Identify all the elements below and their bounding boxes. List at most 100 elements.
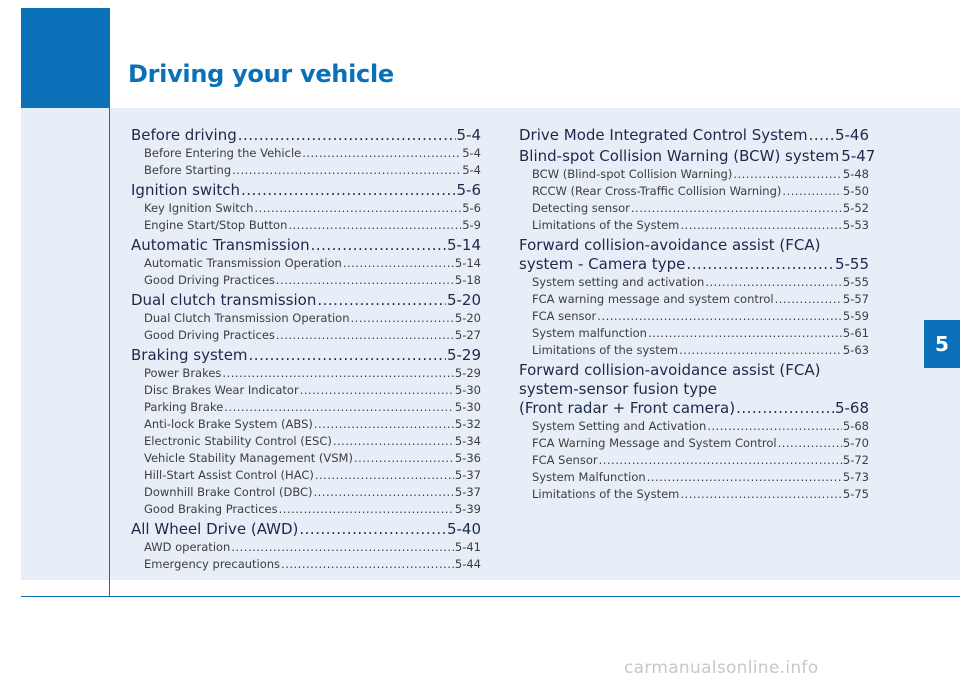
toc-item[interactable]: Before Starting 5-4 — [131, 162, 481, 179]
toc-section-title-label: (Front radar + Front camera) — [519, 399, 736, 417]
toc-section-title-page: 5-47 — [841, 147, 876, 165]
toc-item-page: 5-44 — [454, 557, 481, 571]
dot-leader — [597, 308, 842, 325]
toc-section-title-label: Automatic Transmission — [131, 236, 310, 254]
toc-item-page: 5-18 — [454, 273, 481, 287]
toc-item[interactable]: System malfunction 5-61 — [519, 325, 869, 342]
toc-item[interactable]: Key Ignition Switch 5-6 — [131, 200, 481, 217]
toc-item-page: 5-37 — [454, 485, 481, 499]
dot-leader — [281, 556, 454, 573]
dot-leader — [238, 126, 456, 145]
dot-leader — [680, 217, 842, 234]
toc-item[interactable]: Good Driving Practices 5-18 — [131, 272, 481, 289]
toc-section-title[interactable]: Blind-spot Collision Warning (BCW) syste… — [519, 147, 875, 166]
toc-item[interactable]: Limitations of the System 5-53 — [519, 217, 869, 234]
toc-item[interactable]: Hill-Start Assist Control (HAC) 5-37 — [131, 467, 481, 484]
toc-item[interactable]: Downhill Brake Control (DBC) 5-37 — [131, 484, 481, 501]
toc-section-title[interactable]: Ignition switch 5-6 — [131, 181, 481, 200]
toc-section-title-line[interactable]: system-sensor fusion type — [519, 380, 717, 398]
toc-item-page: 5-9 — [462, 218, 481, 232]
toc-item[interactable]: Disc Brakes Wear Indicator 5-30 — [131, 382, 481, 399]
toc-item[interactable]: RCCW (Rear Cross-Traffic Collision Warni… — [519, 183, 869, 200]
toc-section-title[interactable]: Before driving 5-4 — [131, 126, 481, 145]
toc-item-page: 5-50 — [842, 184, 869, 198]
toc-item[interactable]: Detecting sensor 5-52 — [519, 200, 869, 217]
toc-item[interactable]: Power Brakes 5-29 — [131, 365, 481, 382]
dot-leader — [249, 346, 446, 365]
toc-section-title-page: 5-46 — [834, 126, 869, 144]
toc-section: Automatic Transmission 5-14 — [131, 236, 481, 255]
toc-item[interactable]: Before Entering the Vehicle 5-4 — [131, 145, 481, 162]
toc-item[interactable]: System setting and activation 5-55 — [519, 274, 869, 291]
dot-leader — [809, 126, 834, 145]
toc-item[interactable]: Automatic Transmission Operation 5-14 — [131, 255, 481, 272]
toc-item-page: 5-29 — [454, 366, 481, 380]
toc-item-label: Before Starting — [144, 163, 232, 177]
toc-section-title[interactable]: (Front radar + Front camera) 5-68 — [519, 399, 869, 418]
toc-item-page: 5-75 — [842, 487, 869, 501]
toc-item[interactable]: FCA Warning Message and System Control 5-… — [519, 435, 869, 452]
toc-item[interactable]: System Malfunction 5-73 — [519, 469, 869, 486]
toc-item-label: Good Driving Practices — [144, 273, 275, 287]
dot-leader — [680, 486, 842, 503]
toc-item-label: FCA sensor — [532, 309, 597, 323]
toc-item-label: System Malfunction — [532, 470, 646, 484]
toc-item[interactable]: Anti-lock Brake System (ABS) 5-32 — [131, 416, 481, 433]
toc-item[interactable]: FCA Sensor 5-72 — [519, 452, 869, 469]
toc-item-page: 5-30 — [454, 400, 481, 414]
dot-leader — [736, 399, 834, 418]
toc-section-title[interactable]: Braking system 5-29 — [131, 346, 481, 365]
toc-item[interactable]: AWD operation 5-41 — [131, 539, 481, 556]
toc-item-label: Anti-lock Brake System (ABS) — [144, 417, 313, 431]
toc-section-title-label: system - Camera type — [519, 255, 686, 273]
toc-section-title[interactable]: All Wheel Drive (AWD) 5-40 — [131, 520, 481, 539]
toc-item[interactable]: Limitations of the system 5-63 — [519, 342, 869, 359]
toc-item[interactable]: Electronic Stability Control (ESC) 5-34 — [131, 433, 481, 450]
toc-section-title-page: 5-55 — [834, 255, 869, 273]
toc-item-label: Power Brakes — [144, 366, 222, 380]
chapter-tab[interactable]: 5 — [924, 320, 960, 368]
toc-item-label: BCW (Blind-spot Collision Warning) — [532, 167, 733, 181]
toc-section-title-page: 5-29 — [446, 346, 481, 364]
toc-column-right: Drive Mode Integrated Control System 5-46… — [519, 124, 875, 503]
toc-item-page: 5-14 — [454, 256, 481, 270]
toc-item-label: Emergency precautions — [144, 557, 281, 571]
toc-section-title[interactable]: Drive Mode Integrated Control System 5-46 — [519, 126, 869, 145]
toc-item-label: Limitations of the System — [532, 487, 680, 501]
toc-section-title[interactable]: Automatic Transmission 5-14 — [131, 236, 481, 255]
toc-item[interactable]: FCA sensor 5-59 — [519, 308, 869, 325]
dot-leader — [631, 200, 842, 217]
toc-item-label: Key Ignition Switch — [144, 201, 254, 215]
toc-section-title[interactable]: system - Camera type 5-55 — [519, 255, 869, 274]
toc-section-title[interactable]: Dual clutch transmission 5-20 — [131, 291, 481, 310]
toc-item[interactable]: Limitations of the System 5-75 — [519, 486, 869, 503]
toc-item-page: 5-48 — [842, 167, 869, 181]
divider-vertical — [109, 8, 110, 597]
toc-item-page: 5-6 — [462, 201, 481, 215]
toc-section-title-line[interactable]: Forward collision-avoidance assist (FCA) — [519, 361, 821, 379]
toc-section-title-page: 5-14 — [446, 236, 481, 254]
toc-item[interactable]: System Setting and Activation 5-68 — [519, 418, 869, 435]
toc-item[interactable]: Emergency precautions 5-44 — [131, 556, 481, 573]
dot-leader — [782, 183, 842, 200]
toc-section: Braking system 5-29 — [131, 346, 481, 365]
toc-item[interactable]: FCA warning message and system control 5-… — [519, 291, 869, 308]
toc-item[interactable]: Good Driving Practices 5-27 — [131, 327, 481, 344]
toc-section-title-label: All Wheel Drive (AWD) — [131, 520, 299, 538]
toc-item-label: Good Braking Practices — [144, 502, 278, 516]
toc-item[interactable]: Parking Brake 5-30 — [131, 399, 481, 416]
toc-section: Before driving 5-4 — [131, 126, 481, 145]
toc-item-label: AWD operation — [144, 540, 231, 554]
toc-section-title-line[interactable]: Forward collision-avoidance assist (FCA) — [519, 236, 821, 254]
toc-item-page: 5-34 — [454, 434, 481, 448]
dot-leader — [231, 539, 454, 556]
dot-leader — [317, 291, 446, 310]
toc-item-label: Electronic Stability Control (ESC) — [144, 434, 332, 448]
toc-item[interactable]: Engine Start/Stop Button 5-9 — [131, 217, 481, 234]
toc-section: All Wheel Drive (AWD) 5-40 — [131, 520, 481, 539]
toc-item[interactable]: Dual Clutch Transmission Operation 5-20 — [131, 310, 481, 327]
toc-section: Drive Mode Integrated Control System 5-46 — [519, 126, 869, 145]
toc-item[interactable]: Good Braking Practices 5-39 — [131, 501, 481, 518]
toc-item[interactable]: Vehicle Stability Management (VSM) 5-36 — [131, 450, 481, 467]
toc-item[interactable]: BCW (Blind-spot Collision Warning) 5-48 — [519, 166, 869, 183]
